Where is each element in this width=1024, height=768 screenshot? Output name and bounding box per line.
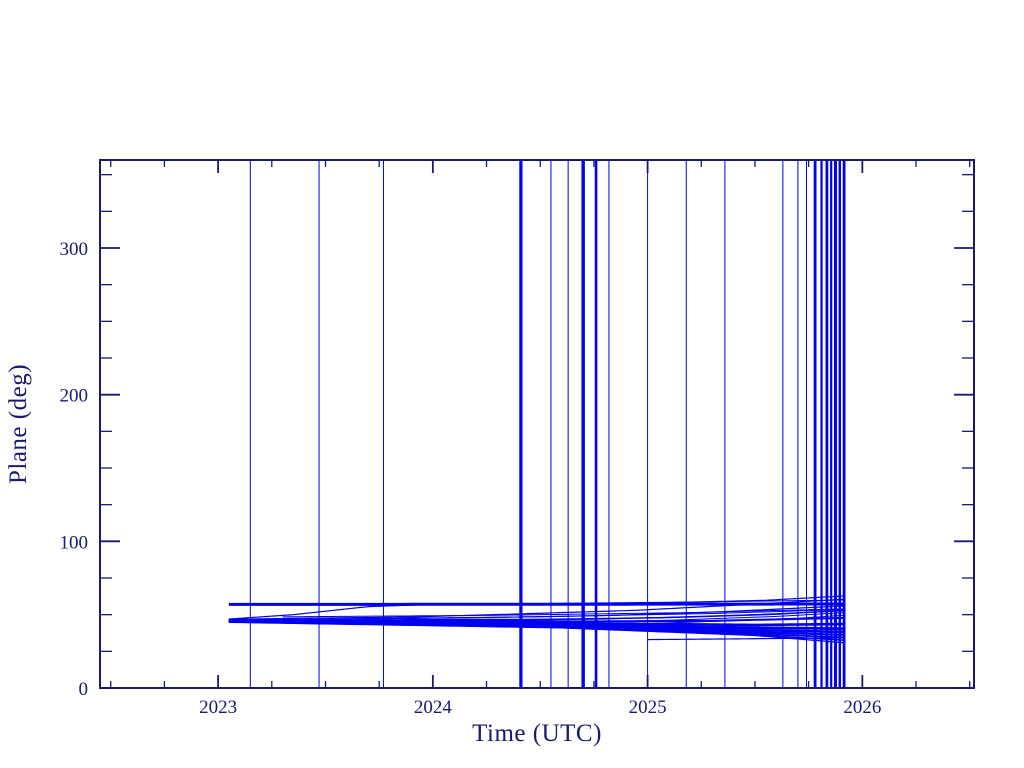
y-tick-label: 300 [60, 239, 89, 260]
axes-frame [99, 159, 975, 689]
wrap-line-group [249, 160, 846, 688]
x-tick-label: 2025 [629, 697, 667, 718]
y-tick-label: 200 [60, 386, 89, 407]
data-trace [604, 614, 846, 626]
y-tick-label: 0 [79, 679, 89, 700]
x-axis-title: Time (UTC) [472, 720, 602, 747]
data-trace [647, 637, 846, 641]
data-trace [346, 609, 846, 620]
y-tick-label: 100 [60, 532, 89, 553]
y-axis-title: Plane (deg) [5, 364, 32, 484]
data-trace [518, 612, 846, 624]
data-trace [228, 621, 846, 644]
tick-marks-group [100, 160, 974, 689]
data-trace [432, 610, 846, 622]
x-tick-label: 2026 [843, 697, 881, 718]
x-tick-label: 2024 [414, 697, 453, 718]
data-series-group [228, 595, 846, 644]
tick-labels-group: 2023 2024 2025 2026 0 100 200 300 [60, 239, 882, 718]
data-trace [282, 608, 846, 618]
data-trace [529, 599, 846, 605]
x-tick-label: 2023 [199, 697, 237, 718]
